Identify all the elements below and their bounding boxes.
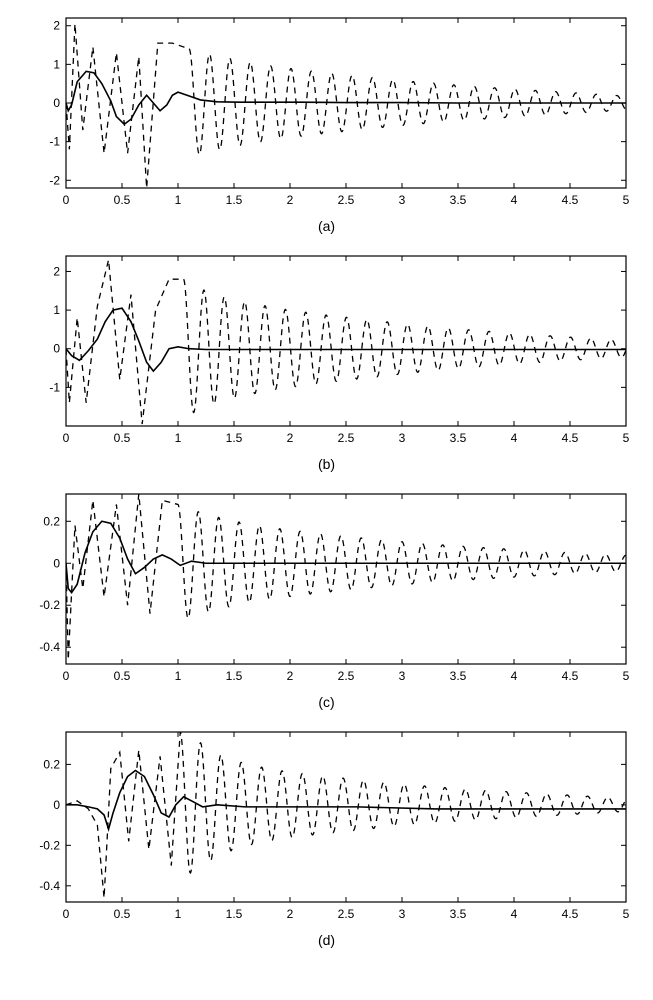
x-tick-label: 4.5 (561, 193, 578, 207)
panel-caption-d: (d) (18, 932, 636, 948)
chart-panel-b: 0 0.5 1 1.5 2 2.5 3 3.5 4 4.5 5 -1 0 1 2 (18, 248, 636, 454)
x-tick-label: 0 (62, 669, 69, 683)
panel-caption-c: (c) (18, 694, 636, 710)
x-tick-label: 2.5 (337, 669, 354, 683)
y-tick-label: 0.2 (43, 514, 60, 528)
axes-box (66, 732, 626, 902)
x-tick-label: 2 (286, 907, 293, 921)
y-tick-label: 1 (53, 57, 60, 71)
x-tick-label: 5 (622, 907, 629, 921)
x-tick-label: 0 (62, 431, 69, 445)
x-tick-label: 1.5 (225, 193, 242, 207)
chart-panel-c: 0 0.5 1 1.5 2 2.5 3 3.5 4 4.5 5 -0.4 -0.2 0 0.2 (18, 486, 636, 692)
x-tick-label: 3 (398, 431, 405, 445)
x-tick-label: 4 (510, 431, 517, 445)
x-tick-label: 2.5 (337, 907, 354, 921)
x-tick-label: 3.5 (449, 193, 466, 207)
x-tick-label: 5 (622, 431, 629, 445)
y-tick-label: -0.2 (39, 838, 60, 852)
chart-panel-d: 0 0.5 1 1.5 2 2.5 3 3.5 4 4.5 5 -0.4 -0.2 0 0.2 (18, 724, 636, 930)
x-tick-label: 0.5 (113, 907, 130, 921)
y-tick-label: 0 (53, 556, 60, 570)
y-tick-label: 2 (53, 19, 60, 33)
x-tick-label: 1 (174, 907, 181, 921)
x-tick-label: 1.5 (225, 431, 242, 445)
y-tick-label: 0.2 (43, 757, 60, 771)
x-tick-label: 3.5 (449, 669, 466, 683)
x-tick-label: 0 (62, 907, 69, 921)
x-tick-label: 4.5 (561, 431, 578, 445)
x-tick-label: 1 (174, 669, 181, 683)
axes-box (66, 256, 626, 426)
x-tick-label: 0.5 (113, 669, 130, 683)
panel-b: 0 0.5 1 1.5 2 2.5 3 3.5 4 4.5 5 -1 0 1 2 (b) (18, 248, 636, 472)
x-tick-label: 4 (510, 907, 517, 921)
x-tick-label: 2 (286, 193, 293, 207)
panel-a: 0 0.5 1 1.5 2 2.5 3 3.5 4 4.5 5 -2 -1 0 1 2 (a) (18, 10, 636, 234)
x-tick-label: 4 (510, 193, 517, 207)
x-tick-label: 2 (286, 669, 293, 683)
y-tick-label: 2 (53, 264, 60, 278)
panel-c: 0 0.5 1 1.5 2 2.5 3 3.5 4 4.5 5 -0.4 -0.2 0 0.2 (c) (18, 486, 636, 710)
x-tick-label: 3.5 (449, 431, 466, 445)
x-tick-label: 0 (62, 193, 69, 207)
x-tick-label: 1.5 (225, 907, 242, 921)
x-tick-label: 5 (622, 669, 629, 683)
x-tick-label: 3 (398, 193, 405, 207)
x-tick-label: 1 (174, 431, 181, 445)
x-tick-label: 1.5 (225, 669, 242, 683)
x-tick-label: 4.5 (561, 907, 578, 921)
x-tick-label: 0.5 (113, 193, 130, 207)
x-tick-label: 2.5 (337, 431, 354, 445)
y-tick-label: 0 (53, 96, 60, 110)
x-tick-label: 2 (286, 431, 293, 445)
y-tick-label: -0.4 (39, 640, 60, 654)
x-tick-label: 3 (398, 669, 405, 683)
y-tick-label: -0.4 (39, 879, 60, 893)
x-tick-label: 4 (510, 669, 517, 683)
x-tick-label: 3.5 (449, 907, 466, 921)
y-tick-label: 0 (53, 798, 60, 812)
x-tick-label: 4.5 (561, 669, 578, 683)
axes-box (66, 494, 626, 664)
y-tick-label: -1 (49, 380, 60, 394)
y-tick-label: 1 (53, 303, 60, 317)
panel-caption-a: (a) (18, 218, 636, 234)
y-tick-label: -1 (49, 135, 60, 149)
x-tick-label: 0.5 (113, 431, 130, 445)
x-tick-label: 5 (622, 193, 629, 207)
chart-panel-a: 0 0.5 1 1.5 2 2.5 3 3.5 4 4.5 5 -2 -1 0 1 2 (18, 10, 636, 216)
x-tick-label: 3 (398, 907, 405, 921)
x-tick-label: 1 (174, 193, 181, 207)
y-tick-label: -0.2 (39, 598, 60, 612)
x-tick-label: 2.5 (337, 193, 354, 207)
y-tick-label: 0 (53, 342, 60, 356)
panel-d: 0 0.5 1 1.5 2 2.5 3 3.5 4 4.5 5 -0.4 -0.2 0 0.2 (d) (18, 724, 636, 948)
panel-caption-b: (b) (18, 456, 636, 472)
y-tick-label: -2 (49, 173, 60, 187)
